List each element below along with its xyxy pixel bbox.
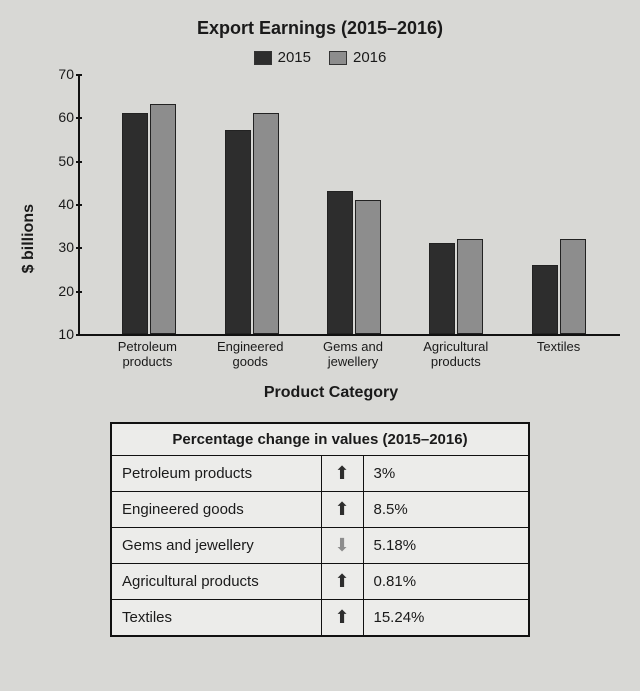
row-name: Petroleum products [111,455,321,491]
legend-item-2016: 2016 [329,49,386,66]
arrow-up-icon: ⬆ [321,599,363,636]
y-tick: 10 [44,326,74,342]
row-name: Engineered goods [111,491,321,527]
bar-group [98,104,200,334]
arrow-down-icon: ⬇ [321,527,363,563]
bar-group [405,239,507,334]
bar [457,239,483,334]
legend-item-2015: 2015 [254,49,311,66]
chart-area: $ billions 10203040506070 Petroleumprodu… [20,76,620,402]
bar [560,239,586,334]
table-row: Engineered goods⬆8.5% [111,491,529,527]
row-name: Textiles [111,599,321,636]
bar [253,113,279,334]
x-axis-title: Product Category [42,384,620,402]
chart-title: Export Earnings (2015–2016) [20,18,620,39]
arrow-up-icon: ⬆ [321,491,363,527]
percentage-change-table: Percentage change in values (2015–2016) … [110,422,530,637]
page-root: Export Earnings (2015–2016) 2015 2016 $ … [0,0,640,655]
row-name: Gems and jewellery [111,527,321,563]
x-tick-label: Engineeredgoods [199,340,302,370]
y-tick: 30 [44,239,74,255]
bar [355,200,381,334]
row-value: 3% [363,455,529,491]
x-tick-label: Agriculturalproducts [404,340,507,370]
arrow-up-icon: ⬆ [321,563,363,599]
legend-swatch-2015 [254,51,272,65]
x-axis-labels: PetroleumproductsEngineeredgoodsGems and… [78,336,620,370]
y-tick: 70 [44,66,74,82]
x-tick-label: Gems andjewellery [302,340,405,370]
table-row: Gems and jewellery⬇5.18% [111,527,529,563]
x-tick-label: Textiles [507,340,610,370]
y-axis-label: $ billions [20,204,38,273]
row-value: 5.18% [363,527,529,563]
row-value: 8.5% [363,491,529,527]
bar [327,191,353,334]
legend-label-2016: 2016 [353,49,386,66]
x-tick-label: Petroleumproducts [96,340,199,370]
bar [225,130,251,334]
y-tick: 20 [44,283,74,299]
bar-group [303,191,405,334]
legend-swatch-2016 [329,51,347,65]
y-tick: 40 [44,196,74,212]
row-value: 15.24% [363,599,529,636]
legend-label-2015: 2015 [278,49,311,66]
y-tick: 50 [44,153,74,169]
chart-body: 10203040506070 PetroleumproductsEngineer… [42,76,620,402]
bar [532,265,558,334]
y-tick: 60 [44,109,74,125]
row-name: Agricultural products [111,563,321,599]
arrow-up-icon: ⬆ [321,455,363,491]
bar-group [508,239,610,334]
chart-legend: 2015 2016 [20,49,620,66]
table-row: Textiles⬆15.24% [111,599,529,636]
plot-area: 10203040506070 [78,76,620,336]
bar-group [200,113,302,334]
bar [429,243,455,334]
bar [150,104,176,334]
table-row: Petroleum products⬆3% [111,455,529,491]
bar [122,113,148,334]
table-row: Agricultural products⬆0.81% [111,563,529,599]
row-value: 0.81% [363,563,529,599]
table-title: Percentage change in values (2015–2016) [111,423,529,456]
